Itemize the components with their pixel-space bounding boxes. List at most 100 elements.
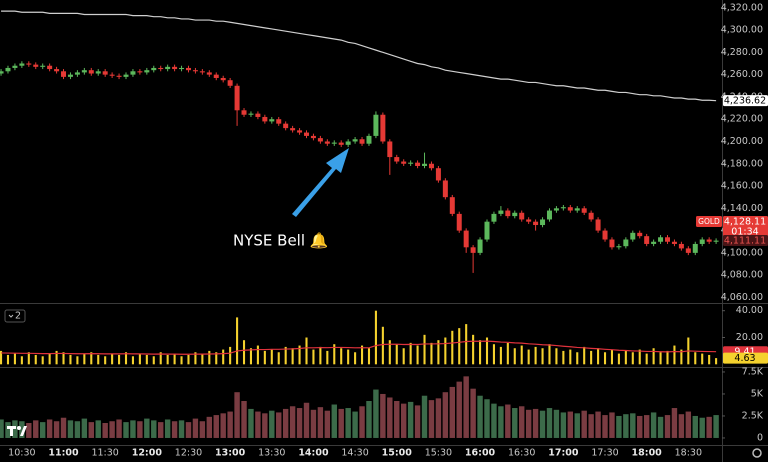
price-marker-label: 9.41 <box>734 347 755 358</box>
bar <box>421 395 428 438</box>
logo-part <box>17 426 21 430</box>
bar <box>352 411 358 438</box>
candle-body <box>81 70 87 73</box>
candle-body <box>19 63 25 66</box>
candle-body <box>519 212 525 220</box>
x-tick-label: 16:30 <box>508 448 535 459</box>
candle-body <box>206 72 212 75</box>
bar <box>97 354 100 365</box>
candle-body <box>505 210 511 217</box>
countdown: 01:34 <box>731 227 758 238</box>
candle-body <box>658 237 664 242</box>
bar <box>326 350 329 365</box>
candle-body <box>297 130 303 133</box>
price-marker <box>723 352 768 364</box>
candle-body <box>553 208 559 211</box>
pane-toggle[interactable] <box>4 309 26 323</box>
candle-body <box>442 180 448 198</box>
bar <box>701 353 704 365</box>
candle-body <box>26 63 32 65</box>
settings-button[interactable] <box>752 448 762 458</box>
bar <box>708 354 711 365</box>
bar <box>69 354 72 365</box>
bar <box>298 345 301 365</box>
candle-body <box>692 243 698 253</box>
bar <box>442 392 449 438</box>
bar <box>367 348 371 365</box>
y-tick-label: 4,300.00 <box>721 25 763 36</box>
bar <box>173 353 176 365</box>
y-tick-label: 4,180.00 <box>721 158 763 169</box>
candle-body <box>435 168 441 181</box>
candle-body <box>644 236 650 244</box>
candle-body <box>595 219 601 231</box>
bar <box>194 352 197 365</box>
candle-body <box>359 139 365 144</box>
labels: 4,060.004,080.004,100.004,120.004,140.00… <box>4 2 768 459</box>
candle-body <box>533 221 539 226</box>
price-marker <box>723 95 768 107</box>
bar <box>699 417 705 438</box>
candle-body <box>713 240 719 242</box>
bar <box>206 416 213 438</box>
candle-body <box>61 71 67 77</box>
candle-body <box>449 197 455 214</box>
bar <box>581 410 587 438</box>
bar <box>131 356 134 365</box>
candle-body <box>5 67 11 72</box>
bar <box>645 353 648 365</box>
bar <box>588 414 594 438</box>
bar <box>67 420 74 438</box>
candle-body <box>116 75 122 77</box>
bar <box>34 354 37 365</box>
candle-body <box>151 67 157 71</box>
bar <box>373 389 379 438</box>
bar <box>597 348 600 365</box>
candle-body <box>179 67 185 70</box>
bar <box>242 340 246 365</box>
bar <box>20 356 23 365</box>
y-tick-label: 4,320.00 <box>721 2 763 13</box>
bar <box>310 409 317 438</box>
bar <box>164 419 171 438</box>
bar <box>458 328 461 365</box>
candle-body <box>352 139 358 142</box>
indicator-line <box>1 340 717 355</box>
bar <box>333 344 336 365</box>
bar <box>527 349 530 365</box>
bar <box>477 395 483 438</box>
bar <box>130 420 136 438</box>
logo <box>7 426 27 436</box>
bar <box>673 345 676 365</box>
candle-body <box>74 72 80 75</box>
bar <box>116 419 122 438</box>
bar <box>269 410 275 438</box>
candle-body <box>262 116 268 122</box>
x-tick-label: 13:30 <box>258 448 285 459</box>
bar <box>491 403 497 438</box>
candle-body <box>0 71 4 74</box>
bar <box>513 348 516 365</box>
bar <box>276 412 282 438</box>
x-tick-label: 14:30 <box>341 448 368 459</box>
bar <box>395 344 398 365</box>
candle-body <box>331 142 337 144</box>
candle-body <box>213 74 219 78</box>
bar <box>546 408 553 438</box>
bar <box>55 350 58 365</box>
candle-body <box>137 71 143 73</box>
bar <box>262 413 268 438</box>
candle-body <box>317 138 323 142</box>
bar <box>284 346 287 365</box>
candle-body <box>540 219 546 226</box>
x-tick-label: 12:30 <box>175 448 202 459</box>
bar <box>312 349 315 365</box>
bar <box>289 406 296 438</box>
candle-body <box>428 163 434 169</box>
bar <box>6 354 10 365</box>
bar <box>60 417 67 438</box>
bar <box>178 420 185 438</box>
logo-part <box>10 426 13 436</box>
bar <box>124 352 128 365</box>
